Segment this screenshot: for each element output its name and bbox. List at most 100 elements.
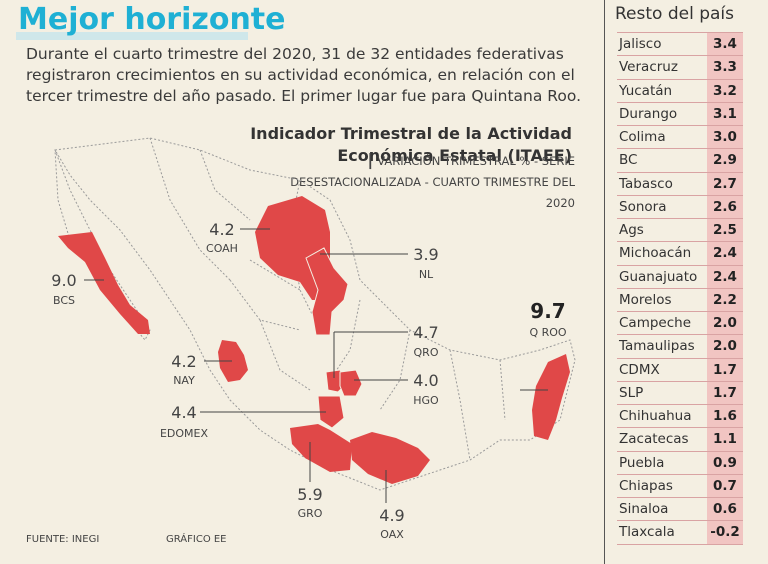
subtitle-separator: | [367,150,374,169]
state-value: 1.6 [707,405,743,428]
state-value: 2.4 [707,265,743,288]
state-name: Guanajuato [619,268,698,285]
table-row: Tamaulipas 2.0 [617,335,743,359]
state-edomex [317,395,345,429]
table-row: Morelos 2.2 [617,288,743,312]
table-row: Ags 2.5 [617,219,743,243]
state-value: 2.0 [707,312,743,335]
state-name: Yucatán [619,82,673,99]
value-label-gro: 5.9 [297,485,322,504]
state-name: Tamaulipas [619,338,695,355]
state-name: Colima [619,129,666,146]
table-row: BC 2.9 [617,149,743,173]
state-value: 3.0 [707,126,743,149]
state-bcs [58,232,150,334]
table-row: Sonora 2.6 [617,195,743,219]
state-value: 0.9 [707,451,743,474]
state-name: Campeche [619,315,692,332]
state-name: Tlaxcala [619,524,675,541]
state-value: 0.6 [707,498,743,521]
table-row: Colima 3.0 [617,126,743,150]
table-row: Michoacán 2.4 [617,242,743,266]
state-value: 2.6 [707,195,743,218]
state-value: 2.9 [707,149,743,172]
state-oax [350,432,430,484]
state-name: SLP [619,384,644,401]
table-row: CDMX 1.7 [617,358,743,382]
state-value: 2.4 [707,242,743,265]
state-value: 1.1 [707,428,743,451]
table-row: Jalisco 3.4 [617,32,743,57]
state-value: 1.7 [707,381,743,404]
state-name: Sinaloa [619,501,669,518]
state-name: Zacatecas [619,431,689,448]
state-value: -0.2 [707,521,743,544]
table-row: Sinaloa 0.6 [617,498,743,522]
state-name: CDMX [619,361,660,378]
state-nl [305,247,349,336]
table-row: Zacatecas 1.1 [617,428,743,452]
state-value: 2.2 [707,288,743,311]
table-row: Tabasco 2.7 [617,172,743,196]
value-label-oax: 4.9 [379,506,404,525]
table-row: Veracruz 3.3 [617,56,743,80]
state-name: Sonora [619,198,667,215]
state-gro [290,424,352,472]
table-row: SLP 1.7 [617,381,743,405]
table-row: Guanajuato 2.4 [617,265,743,289]
state-value: 0.7 [707,474,743,497]
state-name: Durango [619,105,678,122]
state-value: 2.5 [707,219,743,242]
value-label-nl: 3.9 [413,245,438,264]
table-row: Chiapas 0.7 [617,474,743,498]
state-label-gro: GRO [298,507,323,520]
state-value: 2.0 [707,335,743,358]
value-label-coah: 4.2 [209,220,234,239]
value-label-bcs: 9.0 [51,271,76,290]
state-value: 3.1 [707,102,743,125]
state-nay [218,340,248,382]
state-label-coah: COAH [206,242,238,255]
table-row: Yucatán 3.2 [617,79,743,103]
panel-title: Resto del país [615,4,734,24]
state-name: Tabasco [619,175,673,192]
table-row: Campeche 2.0 [617,312,743,336]
mexico-map: 9.7 Q ROO 9.0 BCS 5.9 GRO 4.9 OAX 4.7 QRO 4.4 EDOME… [51,137,576,541]
source-note: FUENTE: INEGI [26,534,100,545]
rest-of-country-panel: Resto del país Jalisco 3.4 Veracruz 3.3 Yuca… [604,0,768,564]
state-name: Michoacán [619,245,692,262]
state-label-bcs: BCS [53,294,75,307]
value-label-qro: 4.7 [413,323,438,342]
value-label-q-roo: 9.7 [530,299,565,323]
state-label-nay: NAY [173,374,195,387]
state-label-hgo: HGO [413,394,439,407]
rest-table: Jalisco 3.4 Veracruz 3.3 Yucatán 3.2 Durango 3.… [617,32,743,545]
table-row: Chihuahua 1.6 [617,405,743,429]
intro-paragraph: Durante el cuarto trimestre del 2020, 31… [26,45,581,105]
state-name: BC [619,152,638,169]
state-name: Morelos [619,291,672,308]
state-value: 3.3 [707,56,743,79]
state-name: Ags [619,222,644,239]
state-label-oax: OAX [380,528,404,541]
value-label-edomex: 4.4 [171,403,196,422]
mexico-outline [54,137,576,491]
value-label-nay: 4.2 [171,352,196,371]
state-value: 3.4 [707,33,743,56]
state-value: 2.7 [707,172,743,195]
state-value: 1.7 [707,358,743,381]
map-title: Indicador Trimestral de la Actividad Eco… [250,124,572,165]
state-name: Chiapas [619,477,673,494]
state-label-qro: QRO [414,346,439,359]
state-hgo [339,369,363,397]
state-label-q-roo: Q ROO [529,326,566,339]
state-name: Veracruz [619,59,678,76]
map-subtitle: VARIACIÓN TRIMESTRAL % - SERIE DESESTACI… [290,154,575,210]
credit-note: GRÁFICO EE [166,534,227,545]
table-row: Puebla 0.9 [617,451,743,475]
map-subtitle-block: | VARIACIÓN TRIMESTRAL % - SERIE DESESTAC… [275,149,575,214]
state-qroo [532,354,570,440]
table-row: Durango 3.1 [617,102,743,126]
state-label-edomex: EDOMEX [160,427,209,440]
baja-outline [54,149,151,341]
